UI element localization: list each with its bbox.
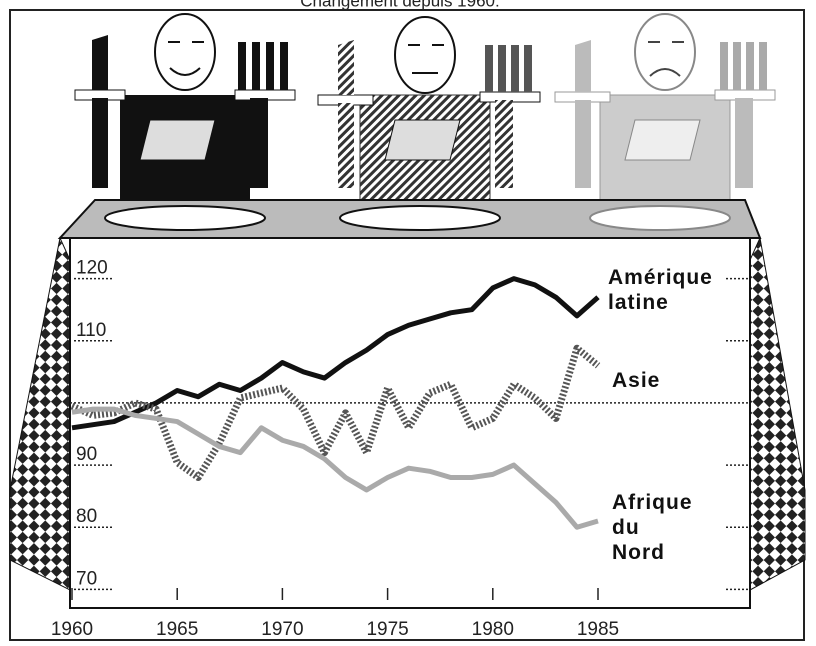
series-label: Afrique du Nord <box>612 490 690 565</box>
x-tick-label: 1985 <box>577 619 619 640</box>
x-tick-label: 1980 <box>472 619 514 640</box>
plate <box>105 206 265 230</box>
page: Changement depuis 1960: 70809011012 <box>0 0 816 646</box>
y-tick-label: 90 <box>76 444 97 465</box>
figure-happy <box>75 14 295 205</box>
series-label: Asie <box>612 368 732 393</box>
tablecloth-right <box>750 238 805 590</box>
y-tick-label: 120 <box>76 258 108 279</box>
chart-title: Changement depuis 1960: <box>300 0 499 10</box>
y-tick-label: 70 <box>76 568 97 589</box>
x-tick-label: 1975 <box>366 619 408 640</box>
x-tick-label: 1965 <box>156 619 198 640</box>
plate <box>340 206 500 230</box>
chart: Changement depuis 1960: 70809011012 <box>0 0 816 646</box>
y-tick-label: 80 <box>76 506 97 527</box>
figure-sad <box>555 14 775 205</box>
series-label: Amérique latine <box>608 265 728 315</box>
y-tick-label: 110 <box>76 320 106 341</box>
figure-neutral <box>318 17 540 205</box>
tablecloth-left <box>10 238 70 590</box>
x-tick-label: 1960 <box>51 619 93 640</box>
plate <box>590 206 730 230</box>
x-tick-label: 1970 <box>261 619 303 640</box>
